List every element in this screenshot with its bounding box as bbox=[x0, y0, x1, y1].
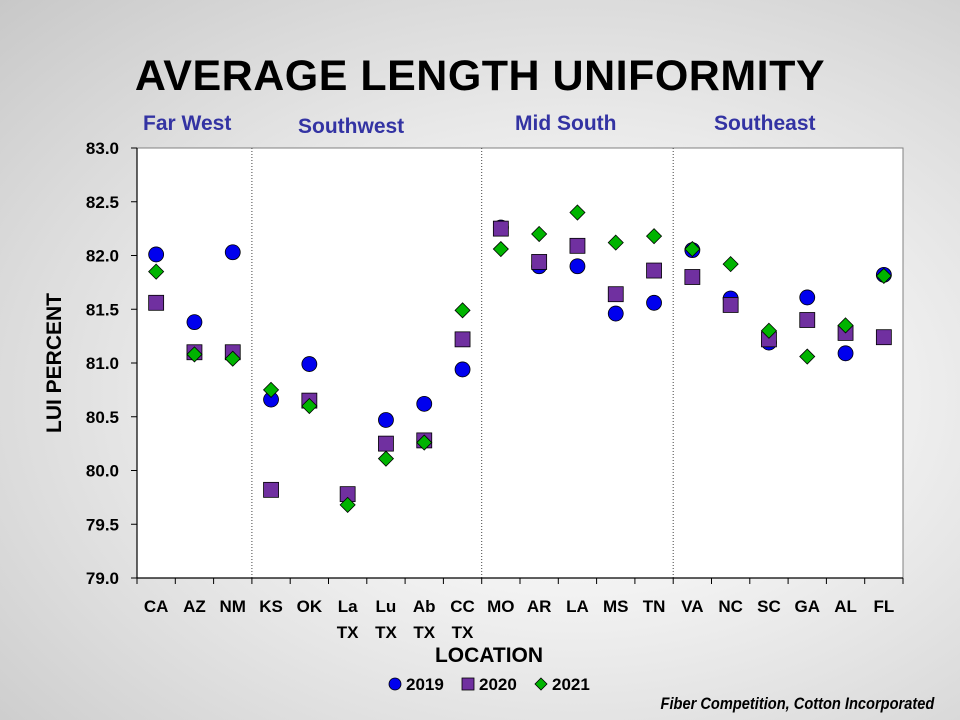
data-point-2019 bbox=[837, 345, 854, 362]
data-point-2021 bbox=[531, 225, 548, 243]
legend-marker-2020 bbox=[461, 677, 475, 691]
y-tick-label: 81.5 bbox=[86, 300, 119, 319]
legend-label-2019: 2019 bbox=[406, 675, 444, 694]
region-label-southeast: Southeast bbox=[714, 112, 816, 135]
x-tick-label: AZ bbox=[183, 597, 206, 616]
data-point-2021 bbox=[148, 263, 165, 280]
data-point-2021 bbox=[377, 450, 395, 467]
data-point-2021 bbox=[875, 267, 892, 284]
data-point-2019 bbox=[186, 314, 203, 331]
data-point-2019 bbox=[148, 246, 165, 263]
data-point-2020 bbox=[263, 481, 279, 498]
data-point-2021 bbox=[607, 234, 624, 251]
x-tick-label: MO bbox=[487, 597, 514, 616]
y-tick-label: 81.0 bbox=[86, 354, 119, 373]
data-point-2019 bbox=[416, 395, 433, 412]
x-axis-title: LOCATION bbox=[435, 644, 543, 667]
data-point-2021 bbox=[262, 381, 280, 398]
x-tick-label: TX bbox=[452, 623, 474, 642]
region-label-far-west: Far West bbox=[143, 112, 232, 135]
data-point-2020 bbox=[799, 312, 816, 328]
data-point-2020 bbox=[531, 254, 548, 270]
y-tick-label: 83.0 bbox=[86, 139, 119, 158]
data-point-2021 bbox=[569, 204, 586, 221]
x-tick-label: TX bbox=[337, 623, 359, 642]
x-tick-label: LA bbox=[566, 597, 589, 616]
data-point-2021 bbox=[684, 240, 701, 258]
data-point-2019 bbox=[378, 412, 394, 428]
data-point-2020 bbox=[684, 269, 701, 285]
x-tick-label: MS bbox=[603, 597, 629, 616]
data-point-2021 bbox=[722, 256, 739, 273]
legend-marker-2021 bbox=[534, 677, 548, 691]
data-point-2020 bbox=[148, 294, 165, 311]
data-point-2019 bbox=[799, 289, 816, 306]
x-tick-label: AL bbox=[834, 597, 857, 616]
y-tick-label: 82.0 bbox=[86, 247, 119, 266]
x-tick-label: OK bbox=[297, 597, 323, 616]
chart-title: AVERAGE LENGTH UNIFORMITY bbox=[134, 52, 826, 100]
data-point-2019 bbox=[454, 361, 471, 378]
x-tick-label: KS bbox=[259, 597, 283, 616]
x-tick-label: VA bbox=[681, 597, 703, 616]
data-point-2020 bbox=[646, 262, 662, 279]
x-tick-label: FL bbox=[873, 597, 894, 616]
y-tick-label: 79.0 bbox=[86, 569, 119, 588]
y-tick-label: 82.5 bbox=[86, 193, 119, 212]
data-point-2021 bbox=[760, 322, 778, 339]
footer-credit: Fiber Competition, Cotton Incorporated bbox=[660, 694, 934, 713]
data-point-2021 bbox=[186, 346, 203, 363]
y-tick-label: 80.5 bbox=[86, 408, 119, 427]
data-point-2020 bbox=[607, 286, 624, 303]
data-point-2021 bbox=[454, 302, 471, 319]
y-axis-title: LUI PERCENT bbox=[43, 293, 66, 433]
data-point-2019 bbox=[224, 244, 241, 261]
x-tick-label: Ab bbox=[413, 597, 436, 616]
data-point-2021 bbox=[799, 348, 816, 365]
legend-marker-2019 bbox=[388, 677, 402, 691]
x-tick-label: TN bbox=[643, 597, 666, 616]
x-tick-label: CA bbox=[144, 597, 169, 616]
data-point-2020 bbox=[492, 220, 509, 237]
x-tick-label: NC bbox=[718, 597, 743, 616]
data-point-2020 bbox=[378, 435, 394, 452]
x-tick-label: CC bbox=[450, 597, 475, 616]
x-tick-label: TX bbox=[375, 623, 397, 642]
data-point-2019 bbox=[301, 356, 318, 372]
x-tick-label: SC bbox=[757, 597, 781, 616]
plot-area bbox=[136, 147, 904, 579]
x-tick-label: NM bbox=[220, 597, 246, 616]
region-label-southwest: Southwest bbox=[298, 115, 405, 138]
x-tick-label: Lu bbox=[376, 597, 397, 616]
data-point-2020 bbox=[875, 329, 892, 346]
x-tick-label: AR bbox=[527, 597, 552, 616]
data-point-2020 bbox=[569, 237, 586, 254]
legend-label-2021: 2021 bbox=[552, 675, 590, 694]
data-point-2021 bbox=[416, 434, 433, 451]
y-tick-label: 79.5 bbox=[86, 515, 119, 534]
data-point-2021 bbox=[339, 496, 356, 513]
x-tick-label: TX bbox=[413, 623, 435, 642]
data-point-2019 bbox=[569, 258, 586, 275]
data-point-2019 bbox=[607, 305, 624, 322]
data-point-2021 bbox=[301, 397, 318, 415]
data-point-2019 bbox=[646, 294, 662, 311]
data-point-2021 bbox=[492, 240, 509, 258]
data-point-2021 bbox=[224, 350, 241, 367]
data-point-2020 bbox=[454, 331, 471, 348]
x-tick-label: La bbox=[338, 597, 358, 616]
legend-label-2020: 2020 bbox=[479, 675, 517, 694]
y-tick-label: 80.0 bbox=[86, 462, 119, 481]
region-label-mid-south: Mid South bbox=[515, 112, 617, 135]
data-point-2021 bbox=[837, 317, 854, 334]
x-tick-label: GA bbox=[795, 597, 821, 616]
data-point-2020 bbox=[722, 297, 739, 313]
data-point-2021 bbox=[645, 228, 663, 245]
